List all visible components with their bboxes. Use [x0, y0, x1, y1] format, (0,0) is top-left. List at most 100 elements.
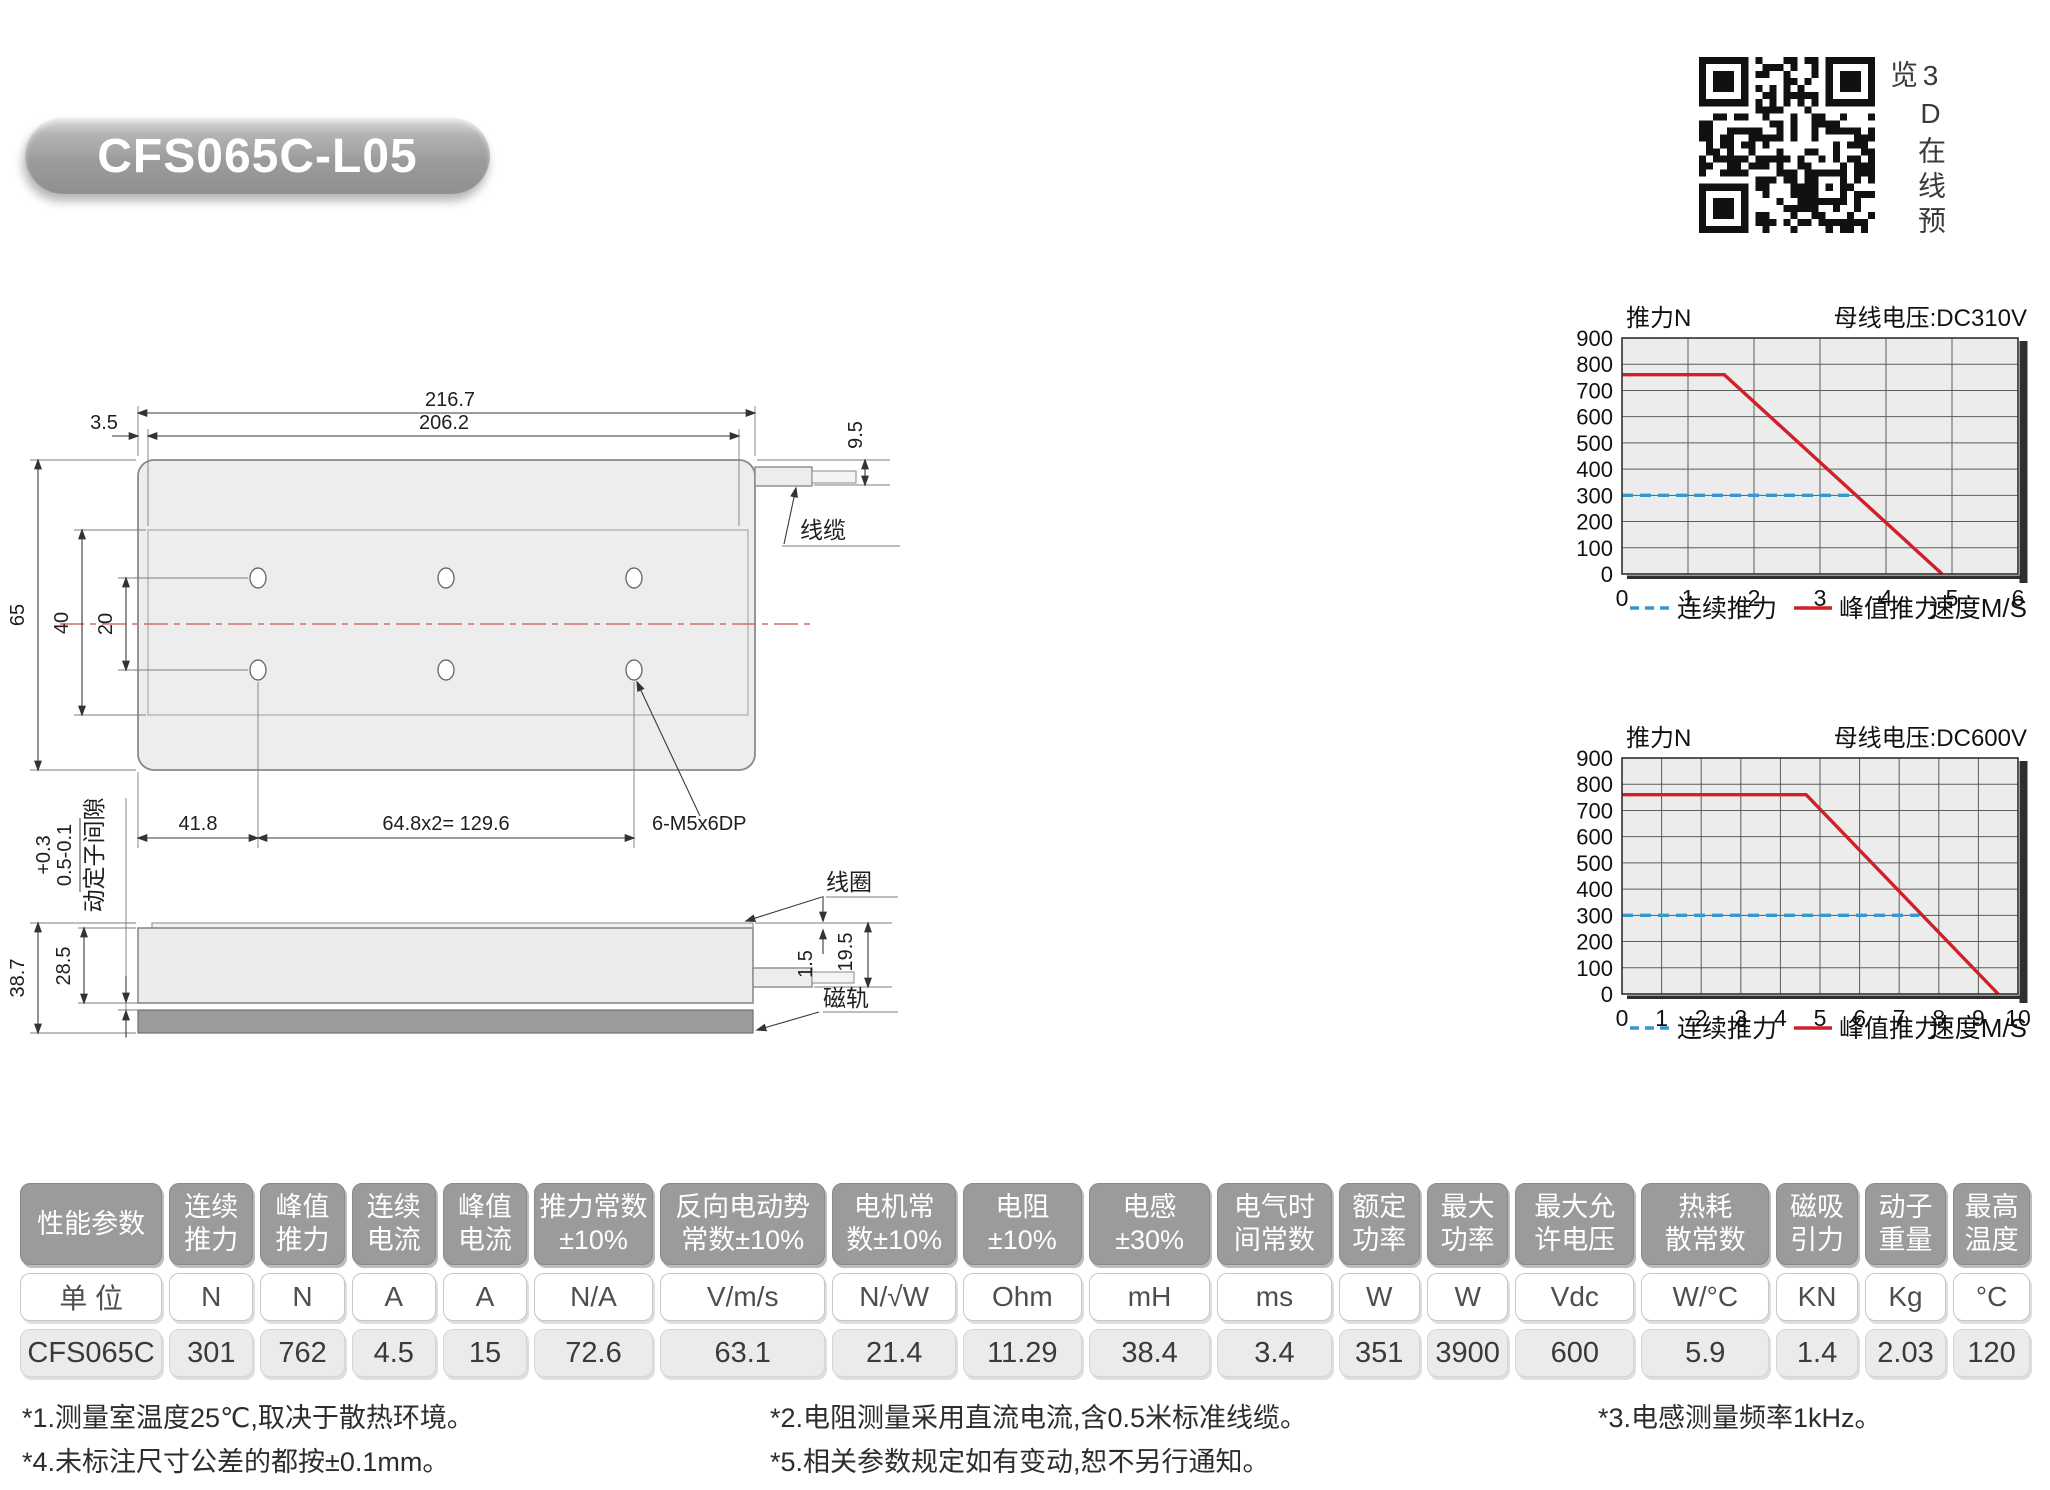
- header-cell: 动子 重量: [1864, 1183, 1947, 1265]
- svg-text:700: 700: [1576, 378, 1613, 403]
- value-cell: 600: [1515, 1329, 1635, 1377]
- motor-body-outline: [137, 459, 756, 771]
- header-cell: 性能参数: [20, 1183, 163, 1265]
- dimension-lines: [34, 409, 869, 842]
- spec-table: 性能参数 连续 推力 峰值 推力 连续 电流 峰值 电流 推力常数 ±10% 反向电动势 常…: [20, 1183, 2030, 1377]
- header-cell: 峰值 推力: [260, 1183, 345, 1265]
- unit-cell: N: [169, 1273, 254, 1321]
- svg-text:速度M/S: 速度M/S: [1929, 1013, 2027, 1043]
- svg-text:7: 7: [1893, 1005, 1906, 1031]
- value-cell: 3.4: [1217, 1329, 1332, 1377]
- footnote: *3.电感测量频率1kHz。: [1598, 1403, 1882, 1433]
- header-cell: 电阻 ±10%: [962, 1183, 1082, 1265]
- cable-wire-side: [811, 971, 855, 984]
- unit-cell: Vdc: [1515, 1273, 1635, 1321]
- svg-text:峰值推力: 峰值推力: [1839, 595, 1939, 623]
- magnet-rail: [137, 1009, 754, 1034]
- unit-cell: W/°C: [1641, 1273, 1770, 1321]
- dim-hole-span: 20: [95, 613, 117, 635]
- value-cell: 120: [1953, 1329, 2030, 1377]
- svg-text:1: 1: [1655, 1005, 1668, 1031]
- header-cell: 连续 电流: [351, 1183, 436, 1265]
- svg-text:4: 4: [1774, 1005, 1787, 1031]
- footnotes-column-2: *2.电阻测量采用直流电流,含0.5米标准线缆。 *5.相关参数规定如有变动,恕不…: [770, 1396, 1307, 1484]
- dim-overall-length: 216.7: [425, 389, 475, 411]
- svg-text:900: 900: [1576, 746, 1613, 771]
- holes-spec-label: 6-M5x6DP: [652, 813, 746, 835]
- mounting-holes: [249, 567, 643, 681]
- svg-text:100: 100: [1576, 956, 1613, 981]
- unit-cell: V/m/s: [659, 1273, 826, 1321]
- unit-cell: A: [442, 1273, 528, 1321]
- footnote: *2.电阻测量采用直流电流,含0.5米标准线缆。: [770, 1403, 1308, 1433]
- unit-cell: Ohm: [962, 1273, 1082, 1321]
- unit-cell: A: [351, 1273, 436, 1321]
- svg-text:6: 6: [1853, 1005, 1866, 1031]
- svg-text:400: 400: [1576, 877, 1613, 902]
- unit-cell: W: [1338, 1273, 1420, 1321]
- svg-text:600: 600: [1576, 405, 1613, 430]
- unit-cell: N/√W: [832, 1273, 956, 1321]
- header-cell: 电气时 间常数: [1217, 1183, 1332, 1265]
- value-cell: 38.4: [1088, 1329, 1211, 1377]
- value-cell: 11.29: [962, 1329, 1082, 1377]
- table-row: 性能参数 连续 推力 峰值 推力 连续 电流 峰值 电流 推力常数 ±10% 反向电动势 常…: [20, 1183, 2030, 1265]
- unit-cell: N: [260, 1273, 345, 1321]
- unit-cell: ms: [1217, 1273, 1332, 1321]
- value-cell: 351: [1338, 1329, 1420, 1377]
- svg-text:母线电压:DC600V: 母线电压:DC600V: [1834, 725, 2027, 752]
- svg-text:5: 5: [1814, 1005, 1827, 1031]
- value-cell: 2.03: [1864, 1329, 1947, 1377]
- header-cell: 电感 ±30%: [1088, 1183, 1211, 1265]
- svg-text:6: 6: [2012, 585, 2025, 611]
- header-cell: 热耗 散常数: [1641, 1183, 1770, 1265]
- cable-label: 线缆: [800, 517, 846, 543]
- svg-text:200: 200: [1576, 510, 1613, 535]
- value-cell: 21.4: [832, 1329, 956, 1377]
- svg-text:2: 2: [1695, 1005, 1708, 1031]
- svg-text:3: 3: [1814, 585, 1827, 611]
- header-cell: 最大允 许电压: [1515, 1183, 1635, 1265]
- unit-cell: 单 位: [20, 1273, 163, 1321]
- svg-text:连续推力: 连续推力: [1677, 1015, 1777, 1043]
- gap-tolerance-lower: 0.5-0.1: [54, 824, 76, 886]
- svg-text:峰值推力: 峰值推力: [1839, 1015, 1939, 1043]
- qr-code: [1699, 57, 1875, 233]
- header-cell: 额定 功率: [1338, 1183, 1420, 1265]
- dim-plate-thickness: 1.5: [795, 950, 817, 978]
- value-cell: 301: [169, 1329, 254, 1377]
- coil-label: 线圈: [826, 869, 872, 895]
- dim-mount-width: 40: [51, 612, 73, 634]
- header-cell: 最高 温度: [1953, 1183, 2030, 1265]
- svg-text:900: 900: [1576, 326, 1613, 351]
- value-cell: 1.4: [1776, 1329, 1858, 1377]
- svg-text:300: 300: [1576, 903, 1613, 928]
- dim-total-height: 38.7: [7, 959, 29, 998]
- svg-text:500: 500: [1576, 851, 1613, 876]
- qr-caption: 3D在线预览: [1887, 60, 1946, 241]
- side-view-drawing: +0.3 0.5-0.1 动定子间隙 38.7 28.5 1.5 19.5 线圈…: [7, 798, 898, 1038]
- thrust-speed-chart-dc310v: 0 100 200 300 400 500 600 700 800 900 0 1 2 3 4 5 6 推力N 母线…: [1558, 300, 2050, 640]
- value-cell: 15: [442, 1329, 528, 1377]
- svg-text:3: 3: [1734, 1005, 1747, 1031]
- unit-cell: Kg: [1864, 1273, 1947, 1321]
- unit-cell: mH: [1088, 1273, 1211, 1321]
- dim-coil-height: 28.5: [53, 947, 75, 986]
- svg-text:推力N: 推力N: [1626, 305, 1691, 332]
- footnotes-column-1: *1.测量室温度25℃,取决于散热环境。 *4.未标注尺寸公差的都按±0.1mm。: [22, 1396, 474, 1484]
- svg-text:4: 4: [1880, 585, 1893, 611]
- svg-text:连续推力: 连续推力: [1677, 595, 1777, 623]
- svg-text:9: 9: [1972, 1005, 1985, 1031]
- svg-text:300: 300: [1576, 483, 1613, 508]
- value-cell: 3900: [1426, 1329, 1509, 1377]
- dim-hole-pitch: 64.8x2= 129.6: [382, 813, 509, 835]
- dim-mount-length: 206.2: [419, 412, 469, 434]
- dimension-lines-side: [34, 896, 872, 1037]
- top-view-drawing: 216.7 206.2 3.5 9.5 65 40 20 41.8 64.8x2…: [7, 389, 900, 848]
- cable-stub: [754, 466, 813, 487]
- value-cell: 762: [260, 1329, 345, 1377]
- dim-cable-height: 9.5: [845, 421, 867, 449]
- footnote: *4.未标注尺寸公差的都按±0.1mm。: [22, 1447, 450, 1477]
- svg-text:500: 500: [1576, 431, 1613, 456]
